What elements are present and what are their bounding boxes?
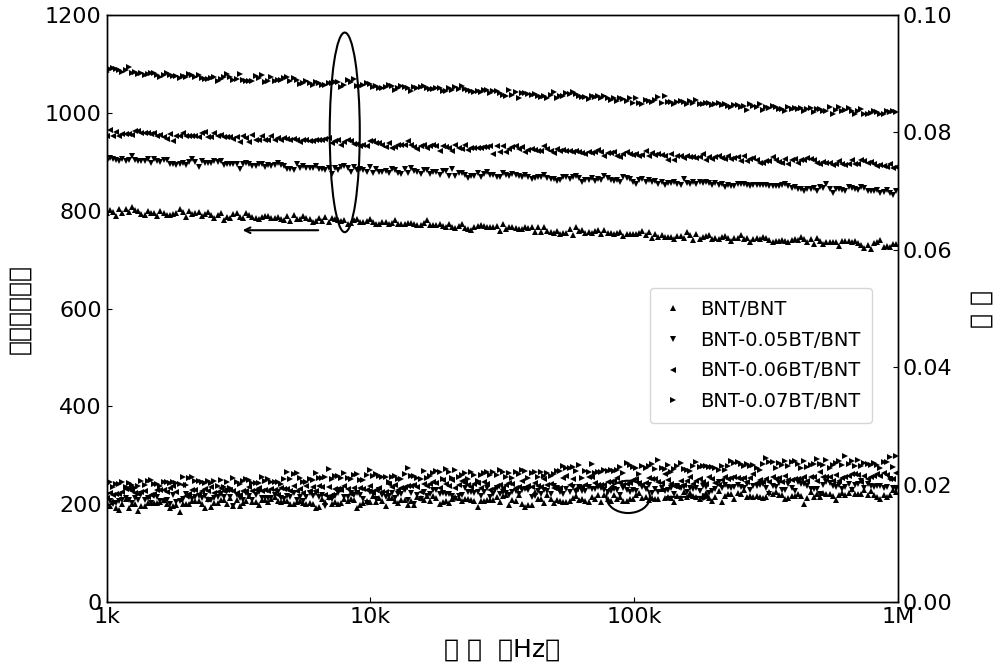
- BNT/BNT: [890, 240, 902, 248]
- BNT/BNT: [862, 242, 874, 250]
- BNT-0.05BT/BNT: [126, 152, 138, 160]
- BNT-0.06BT/BNT: [890, 163, 902, 171]
- BNT-0.07BT/BNT: [123, 64, 135, 72]
- BNT-0.05BT/BNT: [421, 166, 433, 174]
- BNT-0.05BT/BNT: [560, 173, 572, 181]
- BNT-0.05BT/BNT: [887, 191, 899, 199]
- BNT/BNT: [560, 229, 572, 237]
- BNT-0.06BT/BNT: [887, 164, 899, 172]
- BNT-0.06BT/BNT: [649, 151, 661, 159]
- BNT-0.07BT/BNT: [878, 110, 890, 118]
- BNT-0.07BT/BNT: [862, 110, 874, 118]
- BNT-0.07BT/BNT: [101, 68, 113, 76]
- X-axis label: 频 率  （Hz）: 频 率 （Hz）: [444, 638, 560, 662]
- BNT-0.07BT/BNT: [560, 88, 572, 96]
- BNT-0.06BT/BNT: [560, 147, 572, 155]
- BNT-0.06BT/BNT: [862, 159, 874, 167]
- BNT-0.05BT/BNT: [430, 168, 442, 176]
- BNT-0.07BT/BNT: [421, 84, 433, 92]
- BNT-0.05BT/BNT: [862, 187, 874, 195]
- BNT-0.05BT/BNT: [101, 157, 113, 165]
- Line: BNT-0.07BT/BNT: BNT-0.07BT/BNT: [103, 64, 900, 118]
- BNT-0.05BT/BNT: [234, 165, 246, 173]
- Line: BNT-0.05BT/BNT: BNT-0.05BT/BNT: [103, 153, 900, 198]
- BNT-0.05BT/BNT: [890, 187, 902, 195]
- Line: BNT-0.06BT/BNT: BNT-0.06BT/BNT: [103, 127, 900, 172]
- BNT-0.05BT/BNT: [649, 177, 661, 185]
- BNT/BNT: [234, 213, 246, 221]
- BNT-0.06BT/BNT: [421, 144, 433, 152]
- BNT/BNT: [865, 245, 877, 253]
- Line: BNT/BNT: BNT/BNT: [103, 204, 900, 252]
- BNT/BNT: [101, 209, 113, 217]
- BNT-0.07BT/BNT: [649, 96, 661, 104]
- BNT/BNT: [430, 221, 442, 229]
- Y-axis label: 损 耗: 损 耗: [969, 290, 993, 328]
- BNT-0.07BT/BNT: [430, 84, 442, 92]
- Y-axis label: 相对介电常数: 相对介电常数: [7, 264, 31, 353]
- BNT/BNT: [649, 230, 661, 238]
- BNT-0.06BT/BNT: [234, 138, 246, 146]
- BNT/BNT: [126, 203, 138, 211]
- BNT-0.06BT/BNT: [101, 132, 113, 140]
- BNT-0.06BT/BNT: [430, 142, 442, 150]
- Legend: BNT/BNT, BNT-0.05BT/BNT, BNT-0.06BT/BNT, BNT-0.07BT/BNT: BNT/BNT, BNT-0.05BT/BNT, BNT-0.06BT/BNT,…: [650, 288, 872, 423]
- BNT/BNT: [421, 216, 433, 224]
- BNT-0.07BT/BNT: [890, 108, 902, 116]
- BNT-0.07BT/BNT: [234, 70, 246, 78]
- BNT-0.06BT/BNT: [104, 126, 116, 134]
